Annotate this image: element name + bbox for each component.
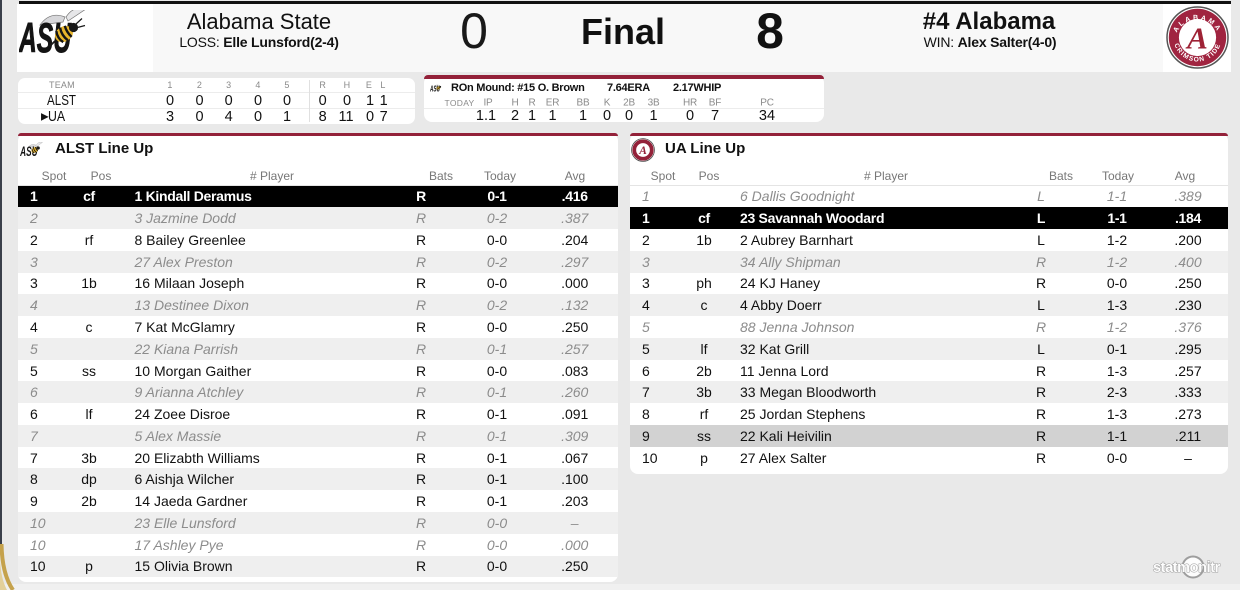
svg-text:ASU: ASU [20,143,38,158]
svg-text:A: A [638,145,647,157]
svg-text:statmonitr: statmonitr [1153,560,1221,576]
svg-text:A: A [1185,21,1208,56]
svg-text:ASU: ASU [430,84,440,93]
